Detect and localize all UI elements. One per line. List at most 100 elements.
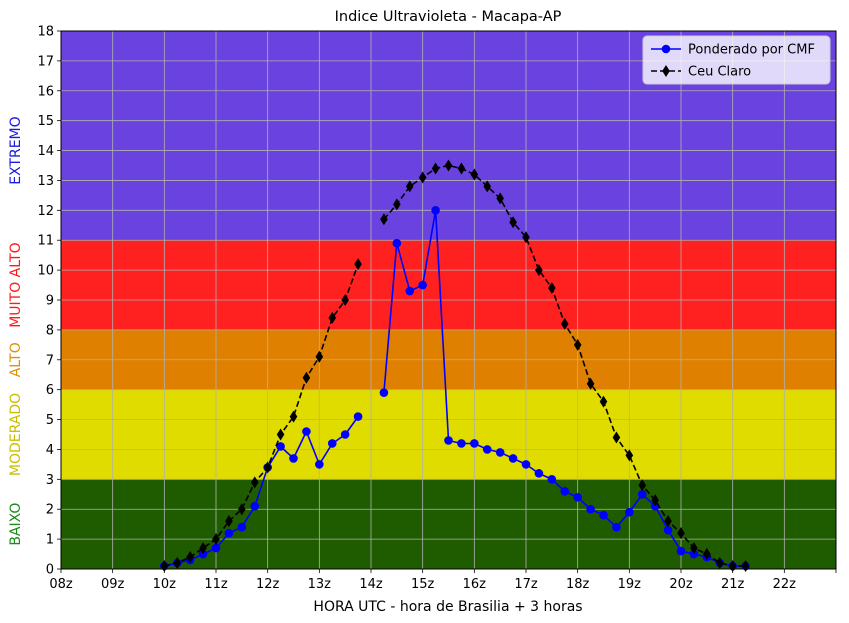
data-point — [393, 198, 401, 211]
data-point — [341, 294, 349, 306]
data-point — [199, 542, 207, 555]
data-point — [444, 436, 453, 445]
data-point — [315, 460, 324, 469]
data-point — [664, 515, 672, 528]
legend-box — [642, 35, 831, 85]
data-point — [534, 469, 544, 478]
y-tick-label: 0 — [46, 563, 54, 578]
data-point — [263, 461, 272, 474]
chart-title: Indice Ultravioleta - Macapa-AP — [335, 9, 562, 25]
legend-label: Ponderado por CMF — [688, 43, 815, 58]
data-point — [663, 525, 673, 535]
data-point — [315, 350, 324, 363]
data-point — [237, 522, 247, 532]
legend: Ponderado por CMF Ceu Claro — [642, 35, 831, 85]
data-point — [535, 264, 543, 277]
y-tick-label: 8 — [46, 323, 54, 338]
data-point — [715, 557, 724, 570]
data-point — [328, 311, 337, 324]
data-point — [676, 546, 686, 556]
band-label-extremo: EXTREMO — [8, 116, 24, 184]
y-tick-label: 12 — [37, 204, 54, 219]
data-point — [353, 412, 363, 421]
data-point — [586, 377, 595, 390]
data-point — [625, 449, 634, 462]
data-point — [405, 180, 414, 193]
risk-bands — [61, 31, 836, 569]
data-point — [418, 171, 427, 184]
data-point — [638, 479, 647, 492]
data-point — [405, 286, 415, 296]
y-tick-label: 15 — [37, 114, 54, 129]
x-tick-label: 12z — [256, 577, 280, 592]
data-point — [586, 504, 595, 514]
grid — [60, 30, 837, 570]
data-point — [457, 162, 466, 175]
data-point — [470, 439, 479, 448]
data-point — [224, 528, 234, 538]
data-point — [211, 543, 221, 553]
data-point — [327, 439, 337, 448]
data-point — [625, 507, 634, 517]
x-tick-label: 22z — [773, 577, 797, 592]
data-point — [509, 216, 517, 229]
band-label-moderado: MODERADO — [8, 393, 24, 476]
y-tick-label: 13 — [37, 174, 54, 189]
y-tick-label: 5 — [46, 413, 54, 428]
y-tick-label: 14 — [37, 144, 54, 159]
x-tick-label: 08z — [49, 577, 73, 592]
series-layer — [160, 159, 750, 573]
x-tick-label: 18z — [566, 577, 590, 592]
data-point — [637, 489, 647, 499]
data-point — [418, 280, 427, 290]
y-tick-label: 7 — [46, 353, 54, 368]
series-line — [164, 416, 359, 567]
x-tick-label: 11z — [204, 577, 228, 592]
data-point — [225, 515, 233, 528]
data-point — [548, 282, 556, 295]
y-tick-label: 11 — [37, 234, 54, 249]
data-point — [560, 486, 570, 496]
x-axis-ticks: 08z 09z 10z 11z 12z 13z 14z 15z 16z 17z 18z 19z 20z 2… — [49, 569, 837, 592]
data-point — [651, 494, 659, 507]
y-tick-label: 16 — [37, 84, 54, 99]
data-point — [444, 159, 453, 172]
x-axis-label: HORA UTC - hora de Brasilia + 3 horas — [313, 599, 582, 615]
data-point — [289, 454, 298, 463]
data-point — [289, 410, 298, 423]
y-tick-label: 3 — [46, 473, 54, 488]
data-point — [560, 317, 569, 330]
data-point — [392, 238, 402, 248]
legend-marker — [661, 44, 671, 54]
data-point — [470, 168, 479, 181]
data-point — [276, 428, 285, 441]
data-point — [212, 533, 220, 546]
data-point — [173, 557, 182, 570]
y-tick-label: 9 — [46, 294, 54, 309]
data-point — [238, 503, 246, 516]
x-tick-label: 15z — [411, 577, 435, 592]
band-label-alto: ALTO — [8, 342, 24, 377]
data-point — [186, 551, 194, 564]
y-tick-label: 6 — [46, 383, 54, 398]
data-point — [599, 510, 608, 520]
x-tick-label: 13z — [308, 577, 332, 592]
x-tick-label: 21z — [721, 577, 745, 592]
y-tick-label: 2 — [46, 503, 54, 518]
x-tick-label: 10z — [153, 577, 177, 592]
data-point — [457, 439, 466, 448]
data-point — [302, 427, 311, 436]
band-muito-alto — [61, 240, 836, 330]
data-point — [431, 162, 440, 175]
data-point — [677, 527, 685, 540]
data-point — [495, 448, 505, 457]
legend-marker — [662, 65, 670, 77]
y-tick-label: 18 — [37, 25, 54, 40]
data-point — [379, 388, 389, 397]
data-point — [521, 460, 531, 469]
data-point — [302, 371, 311, 384]
x-tick-label: 16z — [463, 577, 487, 592]
x-tick-label: 17z — [514, 577, 538, 592]
